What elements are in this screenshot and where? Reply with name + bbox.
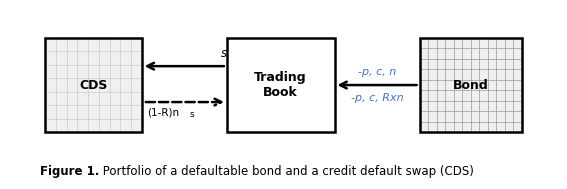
Text: Trading
Book: Trading Book bbox=[255, 71, 307, 99]
Text: -p, c, Rxn: -p, c, Rxn bbox=[351, 93, 403, 103]
Text: Portfolio of a defaultable bond and a credit default swap (CDS): Portfolio of a defaultable bond and a cr… bbox=[99, 165, 474, 178]
Bar bbox=[420, 38, 522, 132]
Text: Bond: Bond bbox=[452, 79, 489, 91]
Bar bbox=[45, 38, 142, 132]
Bar bbox=[420, 38, 522, 132]
Text: -p, c, n: -p, c, n bbox=[358, 67, 396, 77]
Bar bbox=[227, 38, 335, 132]
Bar bbox=[45, 38, 142, 132]
Text: (1-R)n: (1-R)n bbox=[147, 108, 180, 118]
Text: Figure 1.: Figure 1. bbox=[40, 165, 99, 178]
Text: CDS: CDS bbox=[79, 79, 108, 91]
Text: s: s bbox=[190, 110, 194, 119]
Text: s: s bbox=[221, 47, 227, 60]
